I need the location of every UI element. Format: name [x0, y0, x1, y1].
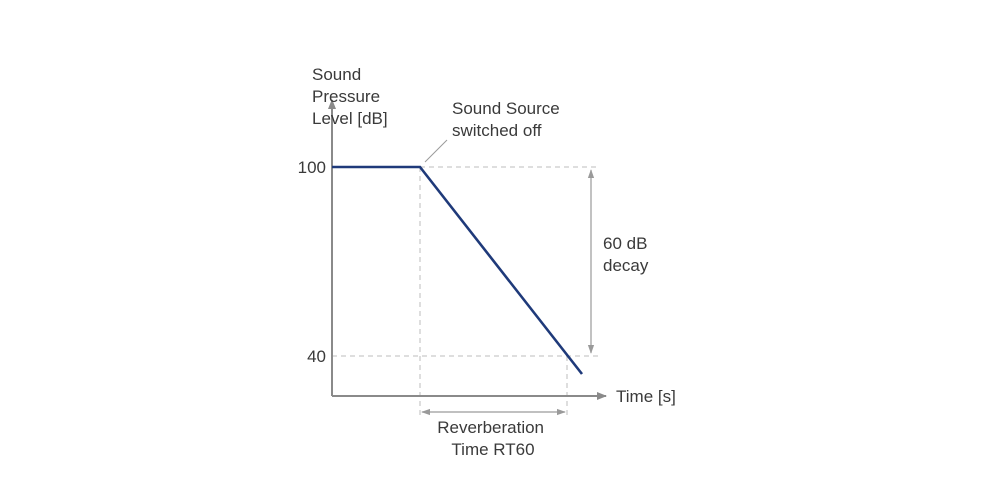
y-axis-label: Sound Pressure Level [dB] [312, 65, 388, 128]
source-off-annotation: Sound Source switched off [452, 99, 564, 140]
source-off-callout-line [424, 139, 448, 163]
y-axis-label-line-2: Pressure [312, 87, 380, 106]
x-axis-label: Time [s] [616, 387, 676, 406]
y-axis-label-line-3: Level [dB] [312, 109, 388, 128]
source-off-line-2: switched off [452, 121, 542, 140]
y-tick-label-40: 40 [307, 347, 326, 366]
y-tick-label-100: 100 [298, 158, 326, 177]
rt60-line-2: Time RT60 [451, 440, 534, 459]
decay-line-2: decay [603, 256, 649, 275]
rt60-annotation: Reverberation Time RT60 [437, 418, 549, 459]
decay-line-1: 60 dB [603, 234, 647, 253]
source-off-line-1: Sound Source [452, 99, 560, 118]
rt60-line-1: Reverberation [437, 418, 544, 437]
decay-annotation: 60 dB decay [603, 234, 652, 275]
sound-level-curve [332, 165, 584, 375]
y-axis-label-line-1: Sound [312, 65, 361, 84]
